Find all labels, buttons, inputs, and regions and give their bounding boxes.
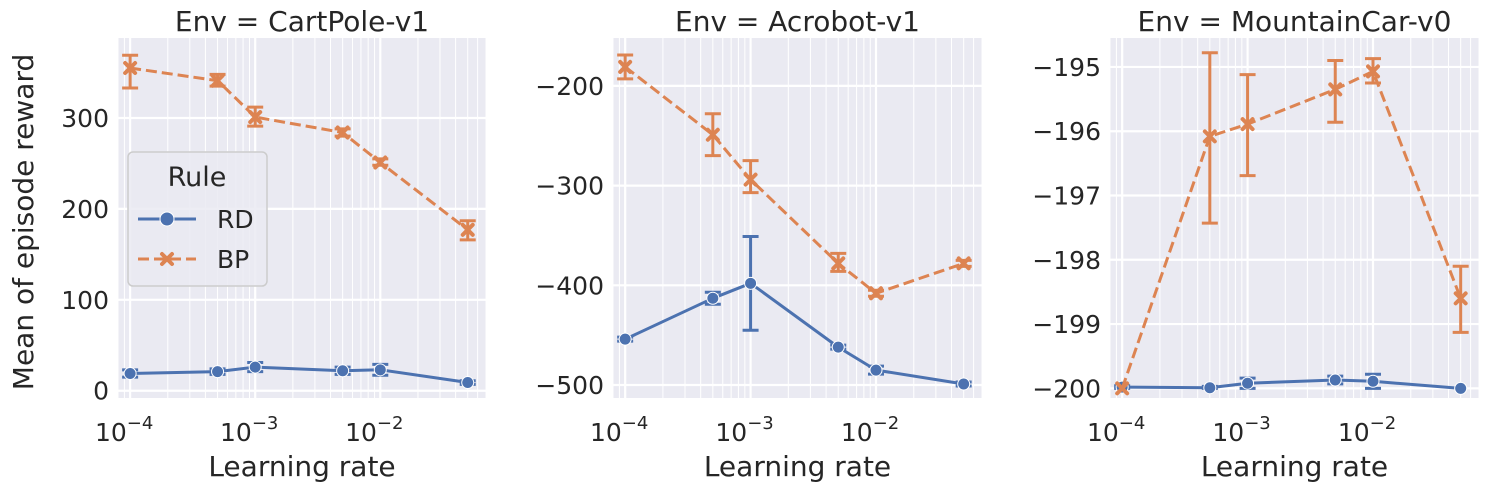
x-tick-label: 10−3 — [715, 413, 773, 447]
series-bp — [122, 53, 476, 242]
series-line — [130, 365, 468, 384]
panel-title: Env = MountainCar-v0 — [1138, 5, 1452, 38]
legend-item-rd: RD — [138, 205, 254, 234]
data-point — [460, 222, 475, 237]
series-line — [1120, 69, 1463, 389]
data-point — [1453, 291, 1468, 306]
grid — [613, 38, 982, 398]
data-point — [956, 256, 971, 271]
data-point — [461, 376, 475, 390]
y-tick-label: −200 — [1032, 374, 1101, 403]
panel-title: Env = CartPole-v1 — [175, 5, 429, 38]
data-point — [211, 365, 225, 379]
series-line — [129, 66, 469, 231]
data-point — [831, 256, 846, 271]
legend: Rule RD BP — [127, 151, 268, 287]
y-tick-label: 200 — [61, 195, 109, 224]
y-tick-label: −400 — [535, 271, 604, 300]
data-point — [373, 363, 387, 377]
y-tick-label: −300 — [535, 172, 604, 201]
data-point — [336, 364, 350, 378]
y-tick-label: 100 — [61, 286, 109, 315]
data-point — [705, 127, 720, 142]
data-point — [248, 110, 263, 125]
series-bp — [1115, 51, 1469, 396]
series-rd — [122, 360, 476, 390]
data-point — [869, 286, 884, 301]
plot-area — [613, 38, 982, 398]
series-line — [1122, 378, 1461, 390]
data-point — [618, 59, 633, 74]
error-bar — [122, 53, 139, 90]
x-tick-label: 10−2 — [1338, 413, 1396, 447]
series-rd — [1114, 372, 1468, 395]
data-point — [831, 340, 845, 354]
legend-label: RD — [217, 205, 254, 234]
data-point — [1203, 381, 1217, 395]
y-tick-label: −200 — [535, 72, 604, 101]
data-point — [1241, 376, 1255, 390]
data-point — [706, 291, 720, 305]
data-point — [869, 363, 883, 377]
x-tick-label: 10−4 — [590, 413, 648, 447]
data-point — [957, 377, 971, 391]
x-axis-label: Learning rate — [208, 450, 395, 483]
y-tick-label: 0 — [93, 377, 109, 406]
x-tick-label: 10−4 — [95, 413, 153, 447]
y-axis-label: Mean of episode reward — [7, 54, 40, 390]
chart-panel-3: −195 −196 −197 −198 −199 −200 10−4 10−3 10−2 Env … — [1032, 5, 1479, 483]
data-point — [1328, 82, 1343, 97]
data-point — [373, 155, 388, 170]
series-bp — [617, 53, 972, 301]
x-tick-label: 10−4 — [1087, 413, 1145, 447]
y-tick-label: −500 — [535, 371, 604, 400]
grid — [1110, 38, 1479, 398]
y-tick-label: −195 — [1032, 53, 1101, 82]
data-point — [744, 276, 758, 290]
chart-panel-1: 0 100 200 300 10−4 10−3 10−2 Env = CartPole-v1 L… — [61, 5, 486, 483]
data-point — [210, 73, 225, 88]
y-tick-label: −196 — [1032, 117, 1101, 146]
series-line — [624, 281, 964, 386]
data-point — [1328, 373, 1342, 387]
legend-title: Rule — [168, 162, 227, 193]
x-axis-label: Learning rate — [1201, 450, 1388, 483]
data-point — [1202, 129, 1217, 144]
y-tick-label: −197 — [1032, 182, 1101, 211]
legend-label: BP — [217, 245, 249, 274]
panel-title: Env = Acrobot-v1 — [675, 5, 920, 38]
data-point — [123, 61, 138, 75]
data-point — [1366, 374, 1380, 388]
x-tick-label: 10−2 — [345, 413, 403, 447]
data-point — [123, 366, 137, 380]
data-point — [1366, 64, 1380, 79]
series-rd — [617, 234, 972, 391]
x-axis-label: Learning rate — [704, 450, 891, 483]
x-tick-label: 10−3 — [1212, 413, 1270, 447]
data-point — [1115, 381, 1130, 396]
y-tick-label: −198 — [1032, 246, 1101, 275]
x-tick-label: 10−3 — [220, 413, 278, 447]
series-line — [624, 65, 965, 295]
data-point — [743, 172, 758, 187]
legend-item-bp: BP — [138, 245, 249, 274]
data-point — [618, 332, 632, 346]
data-point — [1240, 117, 1255, 132]
y-tick-label: 300 — [61, 104, 109, 133]
data-point — [1454, 381, 1468, 395]
x-tick-label: 10−2 — [841, 413, 899, 447]
chart-panel-2: −200 −300 −400 −500 10−4 10−3 10−2 Env = Acrobo… — [535, 5, 982, 483]
data-point — [335, 125, 350, 140]
plot-area — [1110, 38, 1479, 398]
data-point — [248, 360, 262, 374]
y-tick-label: −199 — [1032, 310, 1101, 339]
error-bar — [742, 159, 759, 195]
